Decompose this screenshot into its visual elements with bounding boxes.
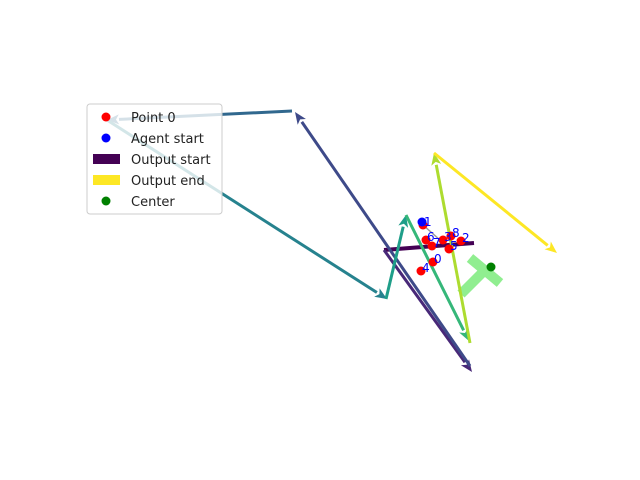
legend: Point 0 Agent start Output start Output end… — [86, 103, 223, 215]
point-marker-7 — [427, 241, 437, 251]
bar-segment-1 — [466, 254, 504, 287]
arrow-head-6 — [431, 153, 442, 166]
legend-entry-3: Output end — [93, 174, 205, 189]
arrow-shaft-6 — [434, 164, 472, 344]
arrow-shaft-1 — [300, 121, 472, 367]
point-marker-5 — [444, 244, 454, 254]
arrow-shaft-4 — [384, 226, 405, 300]
center-marker — [486, 262, 496, 272]
arrows-layer — [106, 109, 557, 372]
arrow-shaft-0 — [382, 249, 467, 364]
trajectory-arrow-4 — [384, 215, 409, 300]
point-marker-4 — [416, 266, 426, 276]
trajectory-arrow-7 — [433, 151, 557, 253]
point-label-8: 8 — [452, 226, 460, 240]
legend-entry-0: Point 0 — [101, 111, 176, 126]
legend-swatch-3 — [93, 175, 120, 185]
point-label-3: 3 — [444, 230, 452, 244]
legend-entry-2: Output start — [93, 153, 211, 168]
legend-frame — [86, 103, 223, 215]
arrow-head-7 — [544, 241, 557, 253]
point-label-1: 1 — [424, 215, 432, 229]
legend-label-0: Point 0 — [131, 111, 176, 126]
legend-swatch-4 — [101, 196, 111, 206]
legend-label-1: Agent start — [131, 132, 204, 147]
point-marker-8 — [446, 231, 456, 241]
arrow-head-4 — [398, 215, 409, 228]
point-label-7: 7 — [433, 236, 441, 250]
point-marker-0 — [428, 257, 438, 267]
point-label-6: 6 — [427, 230, 435, 244]
legend-swatch-1 — [101, 133, 111, 143]
legend-label-3: Output end — [131, 174, 205, 189]
arrow-head-1 — [295, 112, 306, 125]
arrow-head-3 — [374, 288, 387, 299]
legend-label-2: Output start — [131, 153, 211, 168]
trajectory-arrow-1 — [295, 112, 472, 367]
point-marker-3 — [438, 235, 448, 245]
point-label-5: 5 — [450, 239, 458, 253]
legend-swatch-0 — [101, 112, 111, 122]
point-marker-6 — [421, 235, 431, 245]
point-label-4: 4 — [422, 261, 430, 275]
arrow-shaft-5 — [404, 214, 465, 331]
point-label-0: 0 — [434, 252, 442, 266]
legend-entry-1: Agent start — [101, 132, 204, 147]
agent-start-marker — [417, 217, 427, 227]
arrow-shaft-7 — [433, 151, 549, 247]
legend-swatch-2 — [93, 154, 120, 164]
point-label-2: 2 — [462, 231, 470, 245]
point-marker-2 — [456, 236, 466, 246]
legend-entry-4: Center — [101, 195, 175, 210]
trajectory-arrow-6 — [431, 153, 472, 344]
legend-label-4: Center — [131, 195, 175, 210]
bar-segment-2 — [457, 268, 487, 298]
points-layer — [416, 217, 496, 276]
